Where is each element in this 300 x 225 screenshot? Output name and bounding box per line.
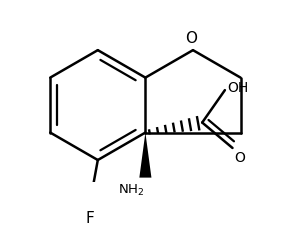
Text: O: O	[185, 31, 197, 46]
Text: F: F	[85, 211, 94, 225]
Polygon shape	[139, 133, 152, 178]
Text: OH: OH	[228, 81, 249, 95]
Text: NH$_2$: NH$_2$	[118, 183, 145, 198]
Text: O: O	[235, 151, 246, 165]
